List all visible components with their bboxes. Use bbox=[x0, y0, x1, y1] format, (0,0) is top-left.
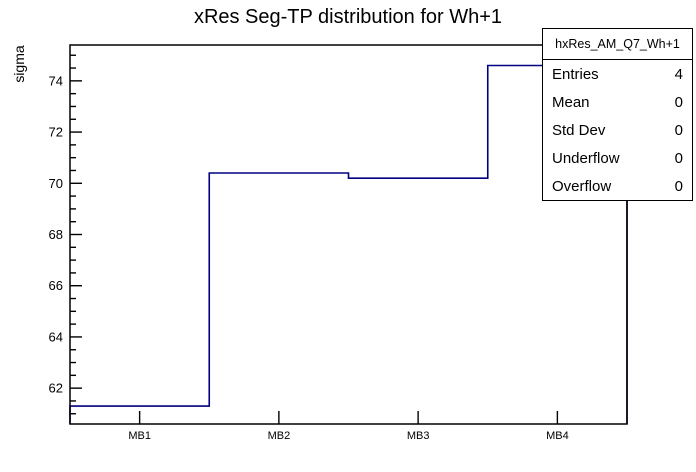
stats-label: Mean bbox=[552, 93, 590, 111]
y-tick-label: 62 bbox=[49, 381, 63, 396]
y-tick-label: 68 bbox=[49, 227, 63, 242]
x-tick-label: MB4 bbox=[546, 430, 569, 442]
stats-row-underflow: Underflow 0 bbox=[543, 144, 692, 172]
plot-title: xRes Seg-TP distribution for Wh+1 bbox=[193, 6, 503, 28]
stats-label: Entries bbox=[552, 65, 599, 83]
x-tick-label: MB2 bbox=[268, 430, 291, 442]
stats-row-mean: Mean 0 bbox=[543, 88, 692, 116]
stats-row-overflow: Overflow 0 bbox=[543, 172, 692, 200]
stats-row-stddev: Std Dev 0 bbox=[543, 116, 692, 144]
y-tick-label: 66 bbox=[49, 278, 63, 293]
stats-label: Std Dev bbox=[552, 121, 606, 139]
stats-row-entries: Entries 4 bbox=[543, 60, 692, 88]
stats-value: 0 bbox=[674, 93, 683, 111]
x-tick-label: MB1 bbox=[128, 430, 151, 442]
stats-value: 0 bbox=[674, 121, 683, 139]
y-tick-label: 64 bbox=[49, 329, 63, 344]
stats-label: Underflow bbox=[552, 149, 620, 167]
x-tick-label: MB3 bbox=[407, 430, 430, 442]
stats-label: Overflow bbox=[552, 177, 612, 195]
y-tick-label: 72 bbox=[49, 125, 63, 140]
y-tick-label: 70 bbox=[49, 176, 63, 191]
stats-box: hxRes_AM_Q7_Wh+1 Entries 4 Mean 0 Std De… bbox=[542, 28, 693, 201]
stats-rows: Entries 4 Mean 0 Std Dev 0 Underflow 0 O… bbox=[543, 60, 692, 200]
stats-value: 4 bbox=[674, 65, 683, 83]
stats-box-title: hxRes_AM_Q7_Wh+1 bbox=[543, 29, 692, 60]
y-tick-label: 74 bbox=[49, 73, 63, 88]
stats-value: 0 bbox=[674, 149, 683, 167]
stats-value: 0 bbox=[674, 177, 683, 195]
